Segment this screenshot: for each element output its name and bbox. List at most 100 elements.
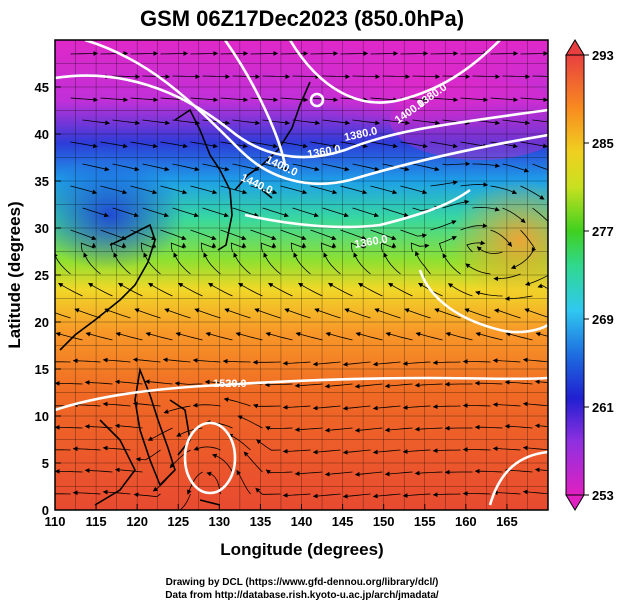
streamline <box>400 141 428 149</box>
streamline <box>298 282 323 297</box>
streamline <box>340 229 367 241</box>
streamline <box>72 446 101 452</box>
streamline <box>55 424 83 430</box>
streamline <box>102 401 131 407</box>
streamline <box>160 185 188 195</box>
streamline <box>142 119 171 126</box>
streamline <box>243 451 263 473</box>
colorbar-tick-label: 293 <box>592 48 614 63</box>
streamline <box>534 379 548 385</box>
streamline <box>208 282 233 297</box>
streamline <box>142 163 170 172</box>
streamline <box>350 242 367 253</box>
streamline <box>402 493 431 498</box>
streamline <box>292 163 320 172</box>
streamline <box>466 240 486 253</box>
streamline <box>532 119 548 123</box>
streamline <box>384 427 413 433</box>
streamline <box>174 381 203 386</box>
streamline <box>324 471 353 477</box>
streamline <box>202 74 231 80</box>
streamline <box>173 252 191 275</box>
colorbar-tick-label: 253 <box>592 488 614 503</box>
streamline <box>522 357 548 363</box>
streamline <box>475 331 503 341</box>
streamline <box>144 379 173 385</box>
map-title: GSM 06Z17Dec2023 (850.0hPa) <box>140 6 464 31</box>
streamline <box>114 467 143 473</box>
colorbar-tick-label: 261 <box>592 400 614 415</box>
streamline <box>232 163 260 172</box>
streamline <box>312 405 341 411</box>
streamline <box>114 423 143 429</box>
streamline <box>237 415 263 429</box>
streamline <box>344 308 371 319</box>
y-tick-label: 10 <box>35 409 49 424</box>
streamline <box>340 185 368 195</box>
streamline <box>323 252 341 275</box>
streamline <box>342 449 371 455</box>
streamline <box>160 141 188 149</box>
streamline <box>462 403 491 408</box>
streamline <box>352 207 379 218</box>
streamline <box>520 97 548 103</box>
streamline <box>102 489 131 495</box>
streamline <box>432 448 461 454</box>
streamline <box>112 74 141 80</box>
streamline <box>404 308 431 319</box>
streamline <box>430 97 459 103</box>
streamline <box>55 252 71 275</box>
streamline <box>324 427 353 433</box>
streamline <box>113 252 131 275</box>
streamline <box>164 308 191 319</box>
streamline <box>342 405 371 411</box>
streamline <box>522 489 548 495</box>
streamline <box>382 207 409 218</box>
streamline <box>134 308 161 319</box>
streamline <box>312 361 341 367</box>
streamline <box>535 331 548 337</box>
streamline <box>445 331 473 341</box>
streamline <box>250 185 278 195</box>
streamline <box>100 185 128 195</box>
streamline <box>442 161 471 167</box>
streamline <box>354 383 383 389</box>
streamline <box>235 331 263 341</box>
streamline <box>460 97 489 103</box>
streamline <box>84 468 113 473</box>
streamline <box>493 308 521 319</box>
streamline <box>310 141 338 149</box>
streamline <box>262 74 291 80</box>
streamline <box>264 382 293 388</box>
streamline <box>82 119 111 126</box>
streamline <box>202 119 231 126</box>
streamline <box>292 207 319 218</box>
x-tick-label: 120 <box>126 514 148 529</box>
streamline <box>72 402 101 408</box>
streamline <box>202 163 230 172</box>
streamline <box>384 383 413 389</box>
streamline <box>410 242 430 253</box>
streamline <box>112 207 139 218</box>
streamline <box>372 405 401 411</box>
streamline <box>55 331 83 341</box>
contour-label: 1360.0 <box>353 233 388 251</box>
streamline <box>475 290 503 297</box>
streamline <box>430 141 458 149</box>
streamline <box>280 185 308 195</box>
y-tick-label: 45 <box>35 80 49 95</box>
streamline <box>414 426 443 432</box>
streamline <box>310 229 337 241</box>
streamline <box>172 207 199 218</box>
streamline <box>100 51 129 56</box>
streamline <box>324 383 353 389</box>
streamline <box>447 283 473 297</box>
x-axis-ticks: 110 115 120 125 130 135 140 145 150 155 160 165 <box>45 504 518 529</box>
streamline <box>412 119 441 126</box>
x-tick-label: 135 <box>250 514 272 529</box>
y-tick-label: 5 <box>42 456 49 471</box>
streamline <box>238 282 263 297</box>
streamline <box>353 252 371 275</box>
streamline <box>462 447 491 452</box>
streamline <box>532 207 548 222</box>
